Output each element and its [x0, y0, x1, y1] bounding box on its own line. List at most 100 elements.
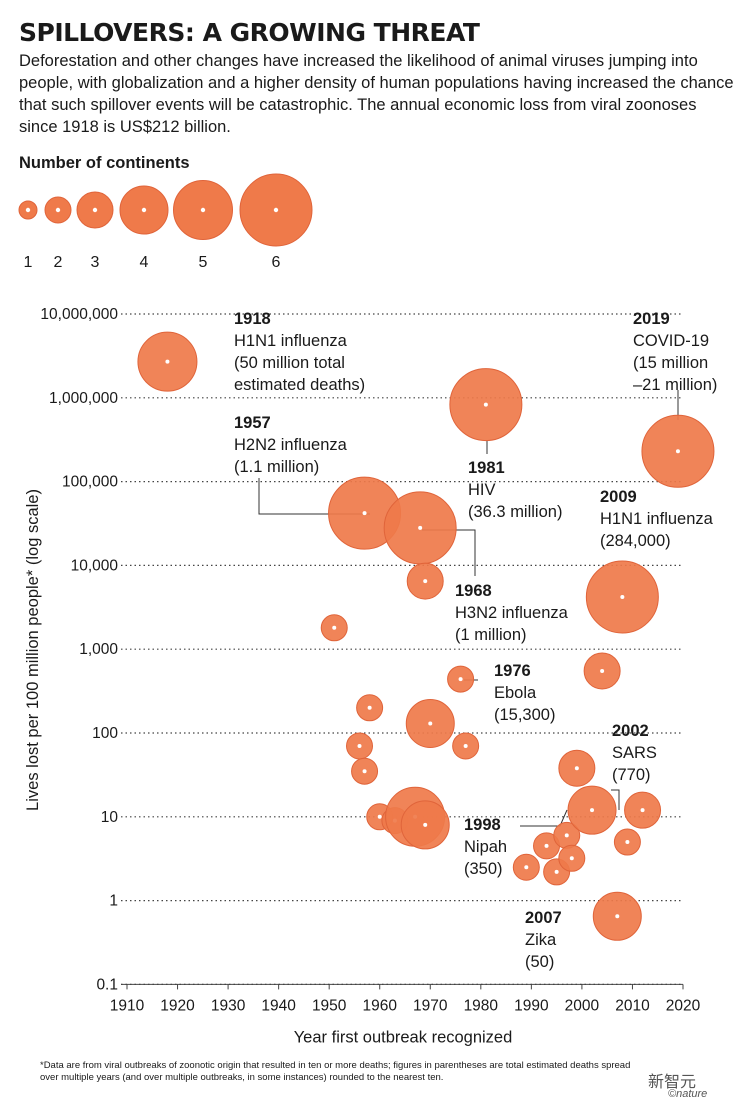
y-tick-label: 100,000: [62, 474, 118, 491]
x-axis-title: Year first outbreak recognized: [294, 1028, 513, 1046]
legend-bubble-dot: [200, 207, 206, 213]
annotation-year: 1968: [455, 582, 492, 600]
legend-bubble-dot: [273, 207, 279, 213]
annotation-year: 2002: [612, 722, 649, 740]
x-tick-label: 1940: [261, 997, 296, 1014]
data-bubble-center: [615, 914, 620, 919]
data-bubble-center: [675, 449, 680, 454]
y-tick-label: 10,000: [71, 557, 119, 574]
annotation-text: (50): [525, 953, 554, 971]
data-bubble-center: [569, 856, 574, 861]
data-bubble-center: [458, 677, 463, 682]
annotation-year: 1957: [234, 414, 271, 432]
annotation-text: H3N2 influenza: [455, 604, 569, 622]
x-tick-label: 1910: [110, 997, 145, 1014]
legend-label: 2: [54, 254, 63, 271]
annotation-text: Ebola: [494, 684, 537, 702]
x-tick-label: 2010: [615, 997, 650, 1014]
data-bubble-center: [367, 705, 372, 710]
annotation-1918: 1918 H1N1 influenza (50 million total estim…: [234, 310, 365, 394]
annotation-text: (770): [612, 766, 651, 784]
annotation-text: (1.1 million): [234, 458, 319, 476]
annotation-text: (350): [464, 860, 503, 878]
annotation-text: (36.3 million): [468, 503, 562, 521]
data-bubble-center: [640, 808, 645, 813]
y-tick-label: 1,000: [79, 641, 118, 658]
annotation-text: SARS: [612, 744, 657, 762]
data-bubble-center: [590, 808, 595, 813]
annotation-2009: 2009 H1N1 influenza (284,000): [600, 488, 714, 550]
legend-bubble-dot: [92, 207, 98, 213]
legend-label: 4: [140, 254, 149, 271]
data-bubble-center: [544, 843, 549, 848]
annotation-year: 1998: [464, 816, 501, 834]
data-bubble-center: [524, 865, 529, 870]
legend-label: 1: [24, 254, 33, 271]
x-tick-label: 1960: [362, 997, 397, 1014]
y-tick-label: 1,000,000: [49, 390, 118, 407]
annotation-1998: 1998 Nipah (350): [464, 816, 507, 878]
leader-1998: [520, 809, 568, 827]
y-tick-label: 100: [92, 725, 118, 742]
data-bubble-center: [423, 579, 428, 584]
x-tick-label: 2020: [666, 997, 701, 1014]
data-bubble-center: [418, 525, 423, 530]
y-axis-title: Lives lost per 100 million people* (log …: [24, 489, 42, 811]
data-bubble-center: [362, 511, 367, 516]
x-tick-label: 1970: [413, 997, 448, 1014]
data-bubble-center: [620, 594, 625, 599]
y-tick-label: 10,000,000: [40, 306, 118, 323]
annotation-2019: 2019 COVID-19 (15 million –21 million): [633, 310, 717, 394]
annotation-text: –21 million): [633, 376, 717, 394]
annotation-text: (15 million: [633, 354, 708, 372]
bubble-chart: 10,000,0001,000,000100,00010,0001,000100…: [24, 306, 717, 1046]
data-bubble-center: [165, 359, 170, 364]
legend-bubble-dot: [141, 207, 147, 213]
x-tick-label: 1930: [211, 997, 246, 1014]
data-bubble-center: [332, 625, 337, 630]
annotation-text: Zika: [525, 931, 557, 949]
legend-label: 6: [272, 254, 281, 271]
data-bubble-center: [574, 766, 579, 771]
leader-2002: [611, 789, 620, 810]
x-tick-label: 2000: [565, 997, 600, 1014]
annotation-1957: 1957 H2N2 influenza (1.1 million): [234, 414, 348, 476]
annotation-text: H2N2 influenza: [234, 436, 348, 454]
legend-bubble-dot: [55, 207, 61, 213]
annotation-year: 1976: [494, 662, 531, 680]
data-bubble-center: [357, 743, 362, 748]
annotation-2002: 2002 SARS (770): [612, 722, 657, 784]
x-tick-label: 1980: [464, 997, 499, 1014]
data-bubble-center: [625, 840, 630, 845]
annotation-1968: 1968 H3N2 influenza (1 million): [455, 582, 569, 644]
annotation-text: COVID-19: [633, 332, 709, 350]
annotation-2007: 2007 Zika (50): [525, 909, 562, 971]
data-bubble-center: [463, 743, 468, 748]
watermark: 新智元: [648, 1074, 697, 1091]
y-tick-label: 0.1: [96, 976, 118, 993]
annotation-text: (284,000): [600, 532, 671, 550]
annotation-1976: 1976 Ebola (15,300): [494, 662, 555, 724]
size-legend: 1 2 3 4 5 6: [18, 173, 313, 271]
annotation-year: 1981: [468, 459, 505, 477]
annotation-year: 2009: [600, 488, 637, 506]
annotation-text: Nipah: [464, 838, 507, 856]
legend-title: Number of continents: [19, 154, 190, 172]
data-bubble-center: [428, 721, 433, 726]
data-bubble-center: [423, 822, 428, 827]
annotation-text: (15,300): [494, 706, 555, 724]
x-tick-label: 1950: [312, 997, 347, 1014]
footnote: *Data are from viral outbreaks of zoonot…: [40, 1060, 631, 1083]
y-tick-label: 10: [101, 809, 119, 826]
annotation-text: HIV: [468, 481, 496, 499]
annotation-year: 2019: [633, 310, 670, 328]
annotation-text: H1N1 influenza: [600, 510, 714, 528]
legend-label: 3: [91, 254, 100, 271]
chart-title: SPILLOVERS: A GROWING THREAT: [19, 18, 480, 47]
annotation-1981: 1981 HIV (36.3 million): [468, 459, 562, 521]
annotation-text: H1N1 influenza: [234, 332, 348, 350]
data-bubble-center: [564, 833, 569, 838]
annotation-text: (50 million total: [234, 354, 345, 372]
chart-subtitle: Deforestation and other changes have inc…: [19, 52, 734, 136]
data-bubble-center: [483, 402, 488, 407]
